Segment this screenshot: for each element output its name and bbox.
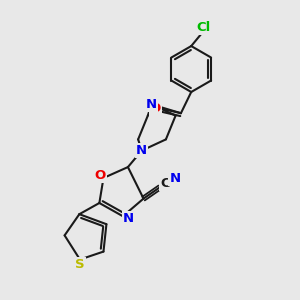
Text: Cl: Cl [197,21,211,34]
Text: S: S [75,258,85,271]
Text: O: O [94,169,106,182]
Text: N: N [123,212,134,225]
Text: N: N [169,172,181,185]
Text: N: N [136,144,147,157]
Text: N: N [146,98,157,111]
Text: O: O [150,102,161,115]
Text: C: C [160,177,170,190]
